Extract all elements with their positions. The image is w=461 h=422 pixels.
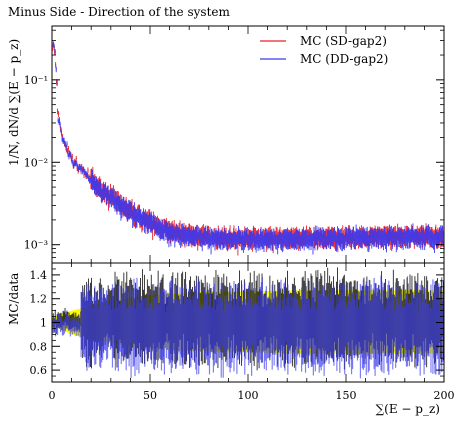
y-tick-label: 10⁻²	[24, 156, 48, 169]
top-y-axis-label: 1/N, dN/d ∑(E − p_z)	[7, 39, 21, 166]
ratio-y-tick-label: 1.4	[30, 269, 48, 282]
legend-label-sd: MC (SD-gap2)	[300, 34, 387, 48]
chart-title: Minus Side - Direction of the system	[8, 5, 230, 19]
x-tick-label: 0	[49, 389, 56, 402]
ratio-y-axis-label: MC/data	[7, 273, 21, 325]
legend: MC (SD-gap2) MC (DD-gap2)	[260, 34, 388, 66]
x-axis-label: ∑(E − p_z)	[376, 402, 440, 416]
ratio-x-axis-ticks: 0 50 100 150 200	[49, 263, 455, 402]
ratio-y-tick-label: 1	[40, 317, 47, 330]
top-data-layer	[52, 41, 444, 256]
ratio-y-axis-ticks: 0.6 0.8 1 1.2 1.4	[30, 268, 444, 377]
ratio-y-tick-label: 0.6	[30, 364, 48, 377]
ratio-panel: 0.6 0.8 1 1.2 1.4 0 50 100 150 200 MC/data ∑(E −…	[7, 262, 455, 416]
series-dd-marks	[52, 41, 444, 255]
legend-label-dd: MC (DD-gap2)	[300, 52, 388, 66]
ratio-y-tick-label: 0.8	[30, 340, 48, 353]
top-y-axis-ticks: 10⁻³ 10⁻² 10⁻¹	[24, 26, 445, 264]
top-plot-frame	[51, 25, 445, 264]
x-tick-label: 100	[238, 389, 259, 402]
x-tick-label: 150	[336, 389, 357, 402]
y-tick-label: 10⁻³	[24, 239, 48, 252]
x-tick-label: 50	[143, 389, 157, 402]
y-tick-label: 10⁻¹	[24, 74, 48, 87]
top-panel: 10⁻³ 10⁻² 10⁻¹ Minus Side - Direction of t…	[7, 5, 445, 264]
x-tick-label: 200	[434, 389, 455, 402]
ratio-y-tick-label: 1.2	[30, 293, 48, 306]
ratio-data-layer	[52, 267, 444, 379]
ratio-series-dd	[52, 275, 444, 379]
